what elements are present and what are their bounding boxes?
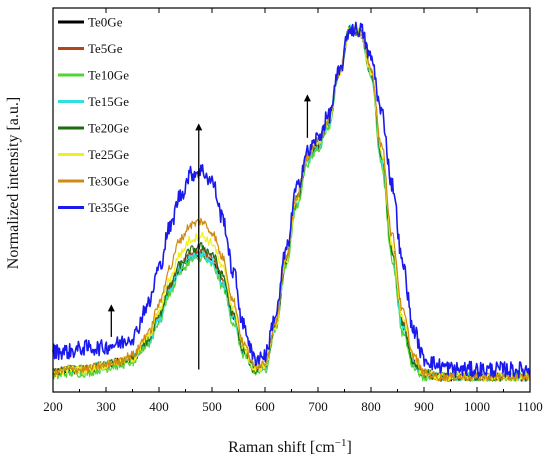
legend-label: Te25Ge	[88, 147, 129, 162]
plot-area	[52, 21, 531, 382]
legend-item-te0ge: Te0Ge	[58, 15, 123, 30]
legend-label: Te0Ge	[88, 15, 123, 30]
legend-item-te10ge: Te10Ge	[58, 68, 129, 83]
legend-item-te5ge: Te5Ge	[58, 41, 123, 56]
legend-item-te30ge: Te30Ge	[58, 174, 129, 189]
x-axis-label: Raman shift [cm−1]	[228, 437, 352, 456]
x-tick-label-600: 600	[255, 399, 275, 414]
x-tick-label-900: 900	[414, 399, 434, 414]
legend-item-te15ge: Te15Ge	[58, 94, 129, 109]
legend-label: Te15Ge	[88, 94, 129, 109]
legend-item-te20ge: Te20Ge	[58, 121, 129, 136]
legend-item-te25ge: Te25Ge	[58, 147, 129, 162]
x-tick-label-800: 800	[361, 399, 381, 414]
legend-label: Te5Ge	[88, 41, 123, 56]
annotation-arrow-2	[195, 123, 203, 370]
legend-label: Te30Ge	[88, 174, 129, 189]
x-tick-label-300: 300	[96, 399, 116, 414]
y-axis-label: Normalized intensity [a.u.]	[5, 97, 22, 269]
annotation-arrow-3	[303, 94, 311, 138]
legend-item-te35ge: Te35Ge	[58, 200, 129, 215]
x-tick-label-400: 400	[149, 399, 169, 414]
axes: 200 300 400 500 600 700 800 900 1000 1100	[43, 7, 543, 414]
legend-label: Te10Ge	[88, 68, 129, 83]
legend-label: Te35Ge	[88, 200, 129, 215]
x-tick-label-1000: 1000	[464, 399, 490, 414]
legend-label: Te20Ge	[88, 121, 129, 136]
series-line-te35ge	[52, 21, 531, 379]
x-tick-label-500: 500	[202, 399, 222, 414]
x-tick-label-200: 200	[43, 399, 63, 414]
legend: Te0Ge Te5Ge Te10Ge Te15Ge Te20Ge Te25Ge Te30Ge…	[58, 15, 129, 215]
annotation-arrow-1	[107, 304, 115, 337]
x-tick-label-700: 700	[308, 399, 328, 414]
x-tick-label-1100: 1100	[517, 399, 543, 414]
